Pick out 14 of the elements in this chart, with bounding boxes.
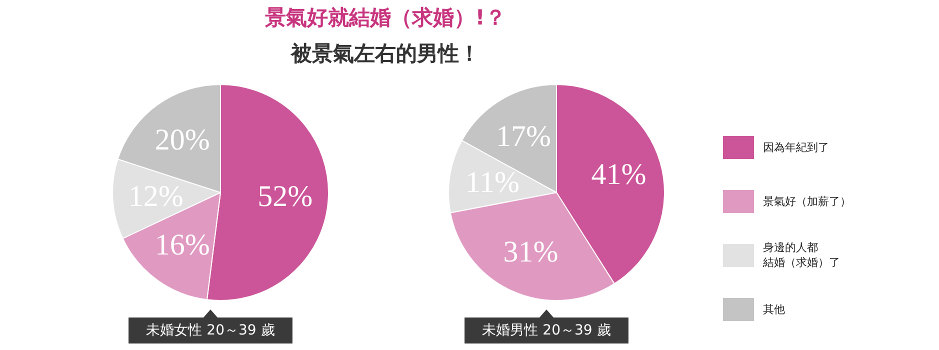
- data-label: 20%: [154, 124, 210, 157]
- legend-label: 身邊的人都結婚（求婚）了: [763, 240, 840, 270]
- data-label: 41%: [591, 158, 646, 191]
- data-label: 52%: [258, 180, 313, 214]
- data-label: 16%: [154, 228, 210, 262]
- legend-label: 其他: [763, 302, 785, 316]
- text: 未婚女性 20～39 歲: [146, 322, 275, 338]
- data-label: 31%: [503, 235, 558, 268]
- data-label: 17%: [496, 120, 552, 154]
- legend-label: 因為年紀到了: [763, 140, 829, 154]
- chart-title: 景氣好就結婚（求婚）!？: [264, 6, 506, 30]
- legend-label: 景氣好（加薪了）: [763, 194, 851, 208]
- chart-subtitle: 被景氣左右的男性！: [290, 42, 480, 66]
- text: 未婚男性 20～39 歲: [482, 322, 611, 338]
